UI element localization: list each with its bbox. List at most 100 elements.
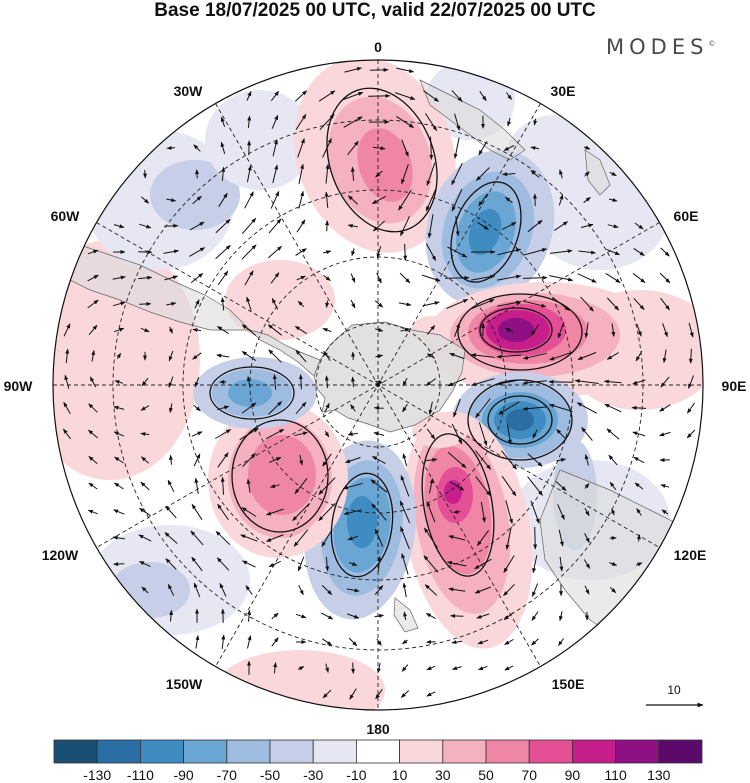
wind-arrow <box>554 221 569 231</box>
wind-arrow <box>273 662 278 674</box>
wind-arrow <box>503 145 515 151</box>
wind-arrow <box>350 404 356 412</box>
wind-arrow <box>241 402 257 414</box>
wind-arrow <box>531 583 539 597</box>
wind-arrow <box>272 164 279 184</box>
wind-arrow <box>298 163 305 184</box>
wind-arrow <box>498 401 520 415</box>
wind-arrow <box>505 500 513 525</box>
wind-arrow <box>165 505 177 519</box>
wind-arrow <box>522 406 548 411</box>
wind-arrow <box>584 483 590 489</box>
wind-arrow <box>523 300 547 308</box>
map-boundary <box>52 59 704 711</box>
wind-arrow <box>426 501 436 523</box>
wind-arrow <box>504 665 514 671</box>
wind-arrow <box>454 113 461 131</box>
colorbar-swatch <box>442 739 487 764</box>
wind-arrow <box>372 146 386 151</box>
wind-arrow <box>192 352 202 360</box>
wind-arrow <box>377 556 382 572</box>
colorbar-tick-label: -130 <box>83 767 111 783</box>
wind-arrow <box>530 324 540 336</box>
africa-landmass <box>419 79 526 161</box>
wind-arrow <box>453 509 461 514</box>
wind-arrow <box>662 349 667 364</box>
wind-arrow <box>322 138 332 158</box>
wind-arrow <box>636 508 642 516</box>
wind-arrow <box>190 273 204 283</box>
wind-arrow <box>114 456 124 464</box>
wind-arrow <box>606 248 621 256</box>
wind-arrow <box>530 500 540 524</box>
wind-arrow <box>633 456 645 464</box>
wind-arrow <box>138 534 152 542</box>
wind-arrow <box>549 275 574 282</box>
wind-arrow <box>396 115 415 129</box>
lon-label-150w: 150W <box>166 676 203 692</box>
wind-arrow <box>660 297 670 311</box>
wind-arrow <box>688 348 693 364</box>
wind-arrow <box>351 662 356 674</box>
wind-arrow <box>216 353 230 358</box>
wind-arrow <box>192 195 202 205</box>
wind-arrow <box>373 405 384 410</box>
wind-arrow <box>267 324 283 336</box>
wind-arrow <box>62 428 72 440</box>
wind-arrow <box>142 169 147 179</box>
wind-arrow <box>394 92 416 100</box>
wind-arrow <box>114 380 124 384</box>
wind-arrow <box>522 380 547 385</box>
wind-arrow <box>87 249 99 255</box>
wind-arrow <box>221 166 226 181</box>
wind-arrow <box>636 534 641 542</box>
colorbar-swatch <box>658 739 703 764</box>
wind-arrow <box>604 403 622 413</box>
wind-arrow <box>583 196 591 204</box>
wind-arrow <box>374 528 384 547</box>
wind-arrow <box>557 638 565 646</box>
wind-arrow <box>88 324 98 336</box>
contour-line <box>457 293 583 371</box>
wind-arrow <box>497 274 522 281</box>
wind-arrow <box>606 297 620 311</box>
wind-arrow <box>325 163 330 184</box>
wind-arrow <box>662 323 668 338</box>
wind-arrow <box>609 481 617 491</box>
wind-arrow <box>246 296 252 312</box>
wind-arrow <box>193 144 201 152</box>
wind-arrow <box>87 509 98 515</box>
wind-arrow <box>168 326 173 334</box>
wind-arrow <box>449 352 465 360</box>
wind-arrow <box>660 247 670 257</box>
wind-arrow <box>558 194 564 206</box>
wind-arrow <box>63 401 71 415</box>
wind-arrow <box>497 248 522 256</box>
wind-arrow <box>345 457 361 463</box>
wind-arrow <box>452 666 462 670</box>
wind-arrow <box>451 90 463 102</box>
wind-arrow <box>112 535 125 540</box>
wind-arrow <box>347 195 359 205</box>
wind-arrow <box>400 475 410 497</box>
colorbar-swatch <box>269 739 314 764</box>
wind-arrow <box>195 169 200 179</box>
wind-arrow <box>191 556 203 572</box>
wind-arrow <box>347 432 358 437</box>
wind-arrow <box>112 301 126 307</box>
wind-arrow <box>244 191 254 209</box>
wind-arrow <box>477 639 489 645</box>
wind-arrow <box>318 477 336 495</box>
wind-arrow <box>246 91 252 101</box>
wind-arrow <box>578 250 596 255</box>
wind-arrow <box>448 587 466 592</box>
wind-arrow <box>342 482 363 490</box>
colorbar-swatch <box>183 739 228 764</box>
wind-arrow <box>265 428 285 440</box>
wind-arrow <box>268 560 282 568</box>
wind-arrow <box>584 533 590 544</box>
wind-arrow <box>401 639 408 645</box>
colorbar-tick-label: -10 <box>346 767 366 783</box>
colorbar-tick-label: -90 <box>173 767 193 783</box>
wind-arrow <box>189 221 205 231</box>
